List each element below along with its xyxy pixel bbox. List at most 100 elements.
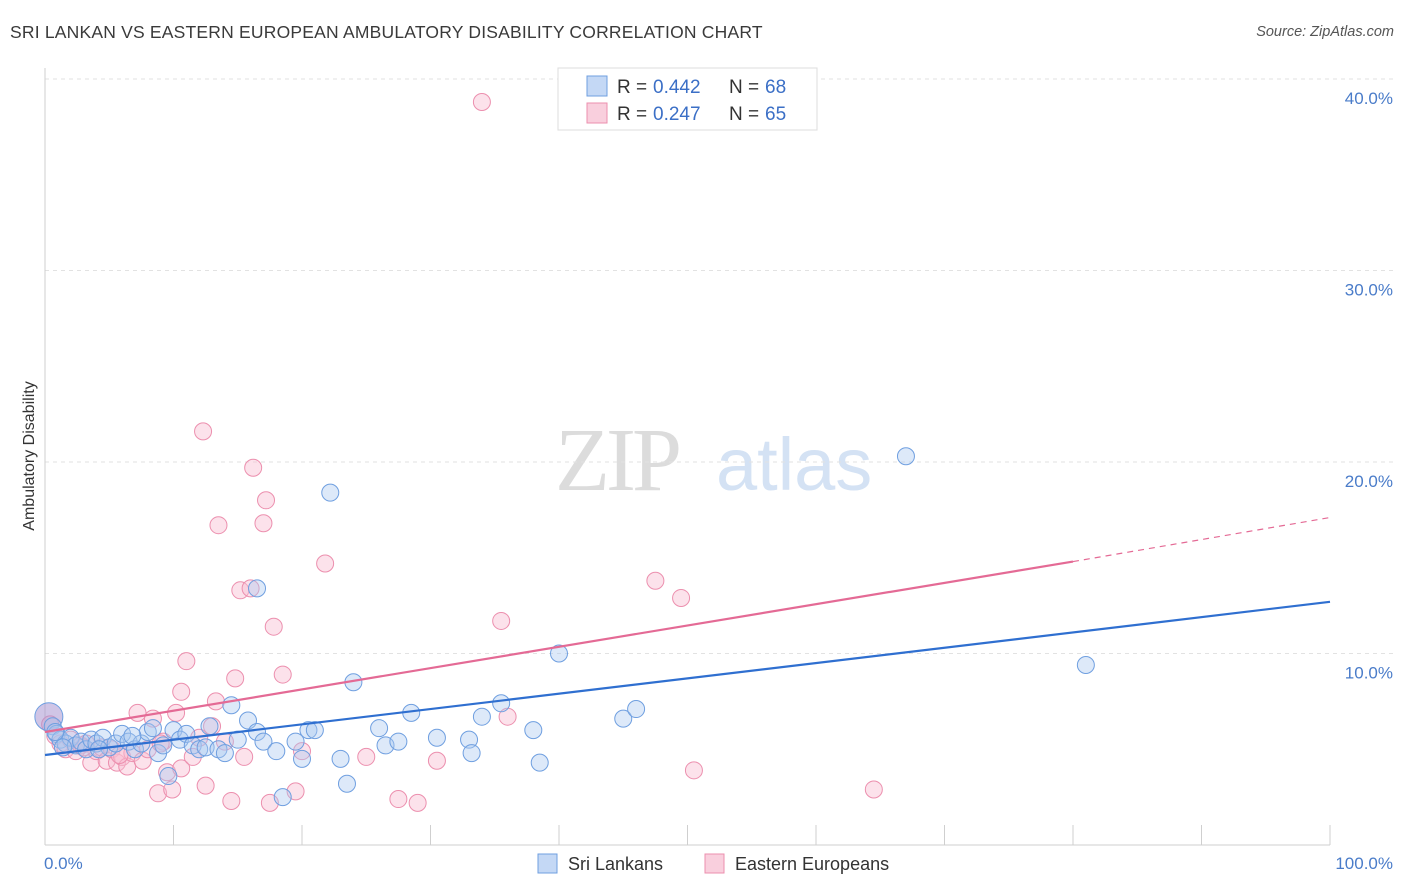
sri-lankans-point (267, 742, 286, 761)
eastern-europeans-point (241, 579, 260, 598)
sri-lankans-point (427, 728, 446, 747)
sri-lankans-point (460, 730, 479, 749)
source-label: Source: ZipAtlas.com (1256, 24, 1394, 40)
eastern-europeans-point (254, 514, 273, 533)
sri-lankans-point (123, 726, 142, 745)
bottom-legend-swatch-east (704, 853, 725, 874)
sri-lankans-point (331, 749, 350, 768)
eastern-europeans-trend-extension (1072, 516, 1331, 563)
legend-n-label-east: N = (729, 104, 759, 125)
eastern-europeans-point (222, 791, 241, 810)
bottom-legend: Sri Lankans Eastern Europeans (537, 853, 889, 874)
sri-lankans-point (299, 721, 318, 740)
watermark: ZIP atlas (555, 411, 872, 510)
sri-lankans-point (614, 709, 633, 728)
sri-lankans-point (472, 707, 491, 726)
chart-title: SRI LANKAN VS EASTERN EUROPEAN AMBULATOR… (10, 22, 763, 42)
y-tick-label: 20.0% (1345, 472, 1393, 491)
eastern-europeans-point (293, 742, 311, 761)
eastern-europeans-point (427, 751, 446, 770)
sri-lankans-trend-line (44, 600, 1331, 757)
eastern-europeans-point (167, 703, 186, 722)
y-tick-labels: 10.0% 20.0% 30.0% 40.0% (1345, 89, 1393, 683)
eastern-europeans-point (472, 92, 491, 111)
eastern-europeans-point (172, 682, 191, 701)
legend-r-label-east: R = (617, 104, 647, 125)
legend-swatch-sri (586, 75, 608, 97)
sri-lankans-point (190, 740, 209, 759)
legend-r-label-sri: R = (617, 77, 647, 98)
sri-lankans-point (143, 719, 162, 738)
sri-lankans-point (530, 753, 549, 772)
eastern-europeans-trend-line (44, 560, 1074, 734)
legend-n-value-sri: 68 (765, 77, 786, 98)
bottom-legend-label-east: Eastern Europeans (735, 854, 889, 874)
grid (45, 78, 1394, 654)
eastern-europeans-point (316, 554, 335, 573)
watermark-zip: ZIP (555, 411, 679, 510)
sri-lankans-point (305, 721, 324, 740)
eastern-europeans-point (209, 516, 228, 535)
sri-lankans-point (248, 723, 267, 742)
eastern-europeans-point (684, 761, 703, 780)
eastern-europeans-point (194, 422, 213, 441)
y-tick-label: 30.0% (1345, 281, 1393, 300)
eastern-europeans-point (257, 491, 276, 510)
sri-lankans-point (524, 721, 543, 740)
sri-lankans-point (627, 700, 646, 719)
eastern-europeans-point (264, 617, 283, 636)
legend-r-value-sri: 0.442 (653, 77, 701, 98)
x-tick-label-min: 0.0% (44, 854, 83, 873)
eastern-europeans-point (206, 692, 225, 711)
sri-lankans-point (159, 767, 178, 786)
sri-lankans-point (337, 774, 356, 793)
legend-r-value-east: 0.247 (653, 104, 701, 125)
sri-lankans-point (550, 644, 568, 663)
eastern-europeans-point (149, 784, 168, 803)
watermark-atlas: atlas (716, 423, 872, 506)
eastern-europeans-point (177, 652, 196, 671)
sri-lankans-point (286, 732, 305, 751)
legend-n-value-east: 65 (765, 104, 786, 125)
eastern-europeans-point (389, 790, 408, 809)
eastern-europeans-point (128, 703, 147, 722)
sri-lankans-point (1076, 655, 1095, 674)
sri-lankans-point (896, 447, 915, 466)
sri-lankans-point (389, 732, 408, 751)
sri-lankans-point (215, 744, 234, 763)
eastern-europeans-point (82, 753, 101, 772)
eastern-europeans-point (273, 665, 292, 684)
bottom-legend-swatch-sri (537, 853, 558, 874)
eastern-europeans-point (408, 793, 427, 812)
eastern-europeans-point (492, 611, 511, 630)
top-legend: R = 0.442 N = 68 R = 0.247 N = 65 (557, 67, 818, 131)
legend-n-label-sri: N = (729, 77, 759, 98)
y-tick-label: 10.0% (1345, 664, 1393, 683)
eastern-europeans-point (646, 571, 665, 590)
sri-lankans-point (273, 788, 292, 807)
eastern-europeans-point (235, 747, 254, 766)
eastern-europeans-point (864, 780, 883, 799)
eastern-europeans-point (226, 669, 245, 688)
sri-lankans-point (254, 732, 273, 751)
y-tick-label: 40.0% (1345, 89, 1393, 108)
sri-lankans-point (321, 483, 340, 502)
x-tick-label-max: 100.0% (1335, 854, 1393, 873)
bottom-legend-label-sri: Sri Lankans (568, 854, 663, 874)
eastern-europeans-point (357, 747, 376, 766)
eastern-europeans-point (196, 776, 215, 795)
sri-lankans-point (293, 749, 311, 768)
eastern-europeans-point (672, 588, 691, 607)
sri-lankans-point (462, 744, 481, 763)
legend-swatch-east (586, 102, 608, 124)
trend-lines (44, 516, 1331, 757)
sri-lankans-point (370, 719, 389, 738)
eastern-europeans-point (244, 458, 263, 477)
sri-lankans-point (200, 717, 219, 736)
sri-lankans-point (492, 694, 511, 713)
axes (44, 68, 1331, 846)
y-axis-title: Ambulatory Disability (21, 381, 38, 530)
sri-lankans-point (248, 579, 267, 598)
eastern-europeans-point (163, 780, 182, 799)
